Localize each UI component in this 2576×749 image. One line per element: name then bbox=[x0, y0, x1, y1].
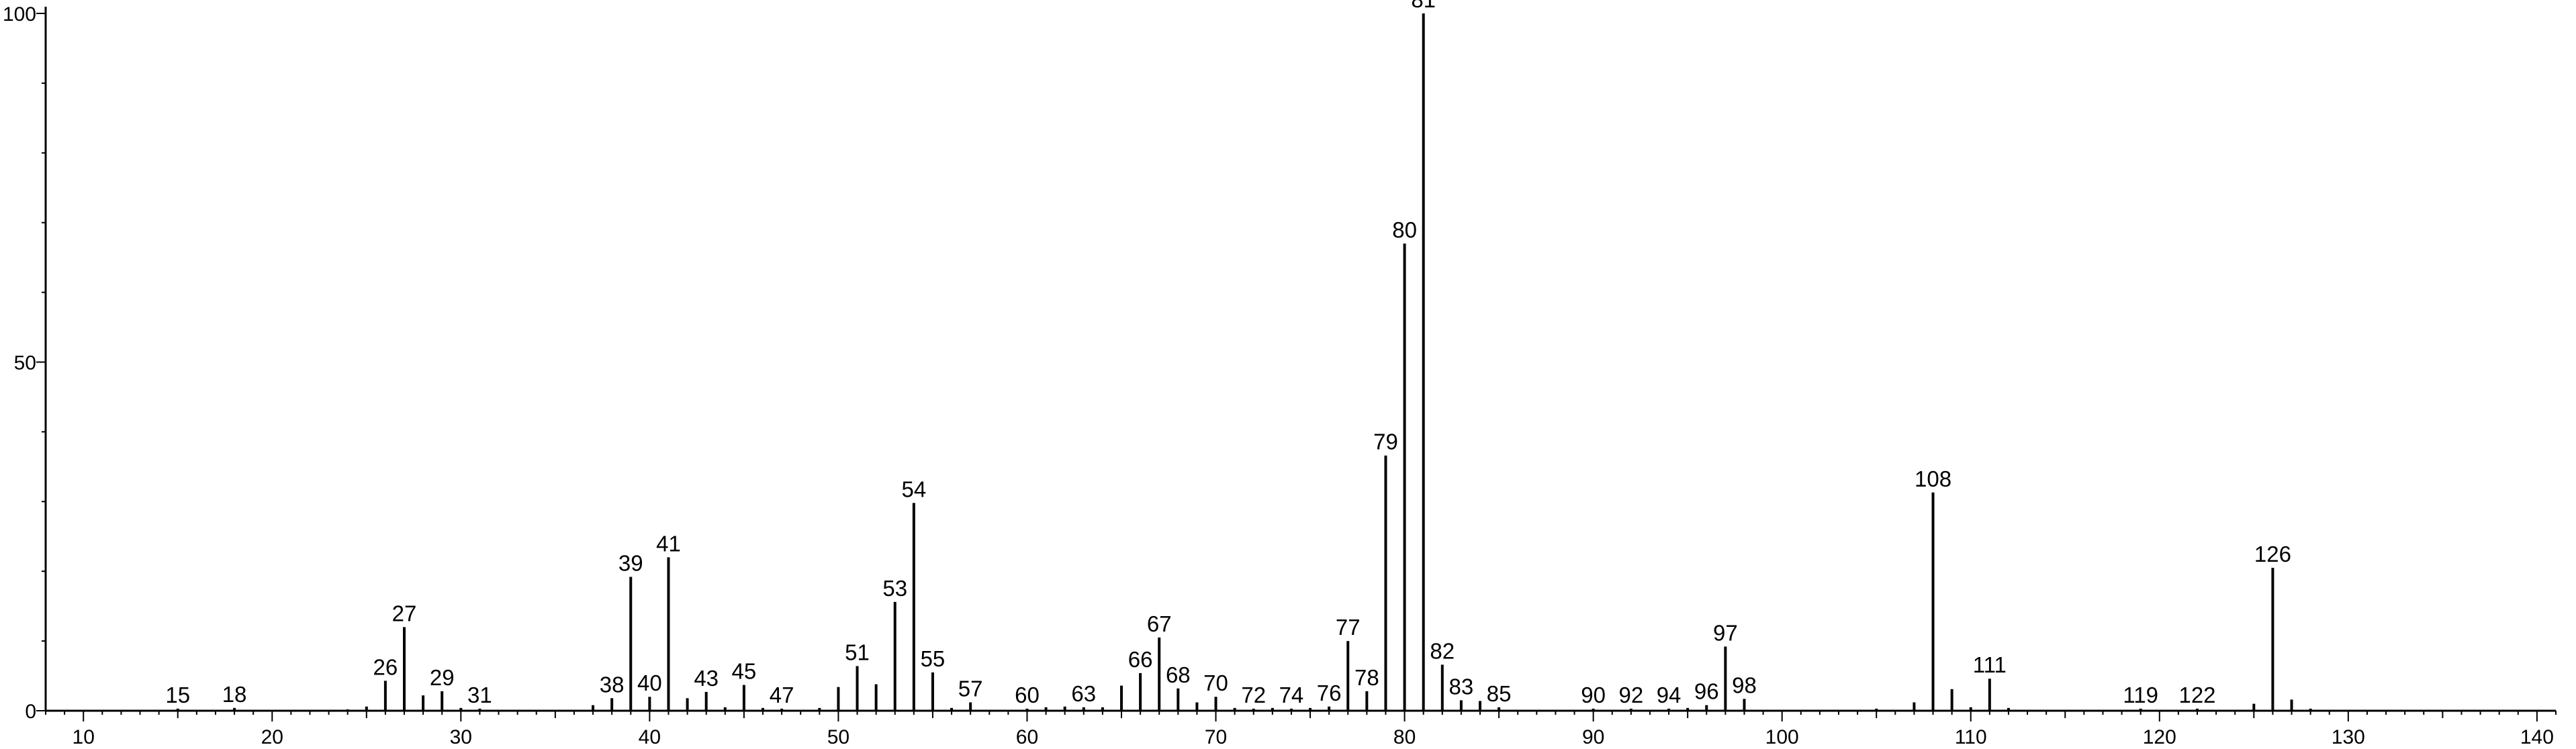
peak-label: 47 bbox=[770, 683, 794, 707]
peak-label: 27 bbox=[392, 601, 417, 626]
x-tick-label: 120 bbox=[2143, 726, 2176, 748]
peak-label: 94 bbox=[1657, 683, 1682, 707]
peak-label: 63 bbox=[1071, 681, 1096, 706]
peak-label: 85 bbox=[1487, 681, 1512, 706]
peak-label: 29 bbox=[430, 665, 455, 690]
x-tick-label: 60 bbox=[1016, 726, 1038, 748]
peak-label: 92 bbox=[1618, 683, 1643, 707]
x-tick-label: 100 bbox=[1765, 726, 1799, 748]
peak-label: 60 bbox=[1015, 683, 1040, 707]
peak-label: 68 bbox=[1166, 662, 1191, 687]
x-tick-label: 130 bbox=[2332, 726, 2365, 748]
peak-label: 41 bbox=[656, 531, 681, 556]
peak-label: 108 bbox=[1915, 466, 1951, 491]
peak-label: 40 bbox=[637, 670, 662, 695]
x-tick-label: 50 bbox=[827, 726, 849, 748]
y-tick-label: 0 bbox=[25, 701, 36, 723]
peak-label: 66 bbox=[1128, 647, 1153, 672]
peak-label: 119 bbox=[2123, 683, 2158, 707]
peak-label: 15 bbox=[165, 683, 190, 707]
y-axis: 0 50 100 bbox=[3, 3, 47, 723]
peak-label: 51 bbox=[845, 640, 870, 665]
x-tick-label: 90 bbox=[1582, 726, 1604, 748]
peak-label: 76 bbox=[1317, 681, 1342, 705]
peak-label: 83 bbox=[1449, 674, 1474, 699]
peak-label: 80 bbox=[1392, 217, 1417, 242]
peak-label: 97 bbox=[1713, 620, 1738, 645]
peak-label: 70 bbox=[1203, 670, 1228, 695]
peak-label: 43 bbox=[694, 666, 719, 691]
peak-label: 82 bbox=[1430, 638, 1455, 663]
x-tick-label: 40 bbox=[639, 726, 661, 748]
peak-label: 126 bbox=[2254, 542, 2291, 566]
peak-labels: 15 18 26 27 29 31 38 39 40 41 43 45 47 51 53 54 55 57 60 63… bbox=[165, 0, 2291, 707]
x-tick-label: 30 bbox=[450, 726, 472, 748]
peak-label: 96 bbox=[1694, 679, 1719, 704]
peak-label: 67 bbox=[1147, 611, 1172, 636]
peak-label: 26 bbox=[373, 654, 398, 679]
peak-label: 54 bbox=[901, 477, 926, 501]
peak-label: 38 bbox=[600, 672, 625, 697]
peak-label: 98 bbox=[1732, 672, 1757, 697]
x-tick-label: 140 bbox=[2520, 726, 2554, 748]
peak-label: 81 bbox=[1411, 0, 1436, 12]
x-tick-label: 110 bbox=[1955, 726, 1987, 748]
peak-label: 78 bbox=[1354, 665, 1379, 690]
y-tick-label: 50 bbox=[14, 352, 36, 374]
peak-label: 74 bbox=[1279, 683, 1304, 707]
peak-label: 122 bbox=[2178, 683, 2215, 707]
x-tick-label: 10 bbox=[73, 726, 95, 748]
peak-label: 111 bbox=[1973, 652, 2007, 677]
peak-label: 90 bbox=[1581, 683, 1606, 707]
x-tick-label: 20 bbox=[261, 726, 283, 748]
x-axis: 10 20 30 40 50 60 70 80 90 100 110 120 130 140 bbox=[45, 709, 2557, 748]
peak-label: 18 bbox=[222, 682, 247, 707]
peak-label: 72 bbox=[1241, 683, 1266, 707]
y-tick-label: 100 bbox=[3, 3, 36, 26]
peak-label: 45 bbox=[732, 659, 757, 684]
peak-label: 79 bbox=[1373, 430, 1398, 454]
peak-label: 55 bbox=[921, 646, 946, 671]
peak-label: 77 bbox=[1336, 615, 1361, 640]
peak-label: 39 bbox=[618, 551, 643, 576]
peak-label: 31 bbox=[467, 683, 492, 707]
spectrum-peaks bbox=[176, 13, 2312, 711]
peak-label: 57 bbox=[958, 677, 983, 701]
peak-label: 53 bbox=[882, 576, 907, 601]
x-tick-label: 70 bbox=[1205, 726, 1227, 748]
x-tick-label: 80 bbox=[1393, 726, 1416, 748]
